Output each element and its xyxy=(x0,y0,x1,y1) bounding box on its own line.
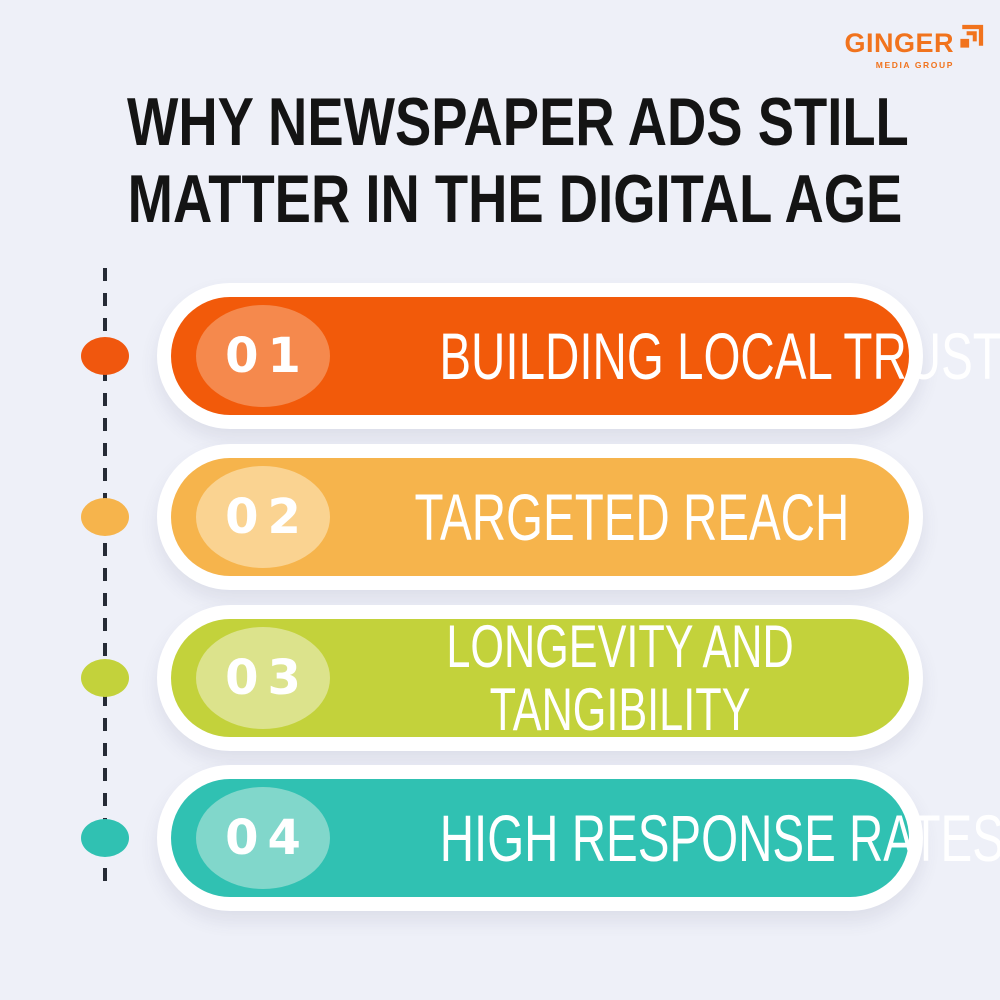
item-pill-1-body: 01 BUILDING LOCAL TRUST xyxy=(171,297,1000,415)
item-2-number-badge: 02 xyxy=(196,466,330,568)
item-1-label: BUILDING LOCAL TRUST xyxy=(439,319,1000,393)
item-2-label-area: TARGETED REACH xyxy=(330,484,934,550)
item-4-label-area: HIGH RESPONSE RATES xyxy=(330,805,1000,871)
item-4-number: 04 xyxy=(225,810,310,866)
item-pill-4-body: 04 HIGH RESPONSE RATES xyxy=(171,779,1000,897)
brand-name: GINGER xyxy=(844,28,954,58)
brand-logo: GINGER MEDIA GROUP xyxy=(844,24,986,70)
item-3-label-area: LONGEVITY AND TANGIBILITY xyxy=(330,615,909,741)
brand-tagline: MEDIA GROUP xyxy=(875,60,954,70)
item-3-number: 03 xyxy=(225,650,310,706)
item-pill-2-body: 02 TARGETED REACH xyxy=(171,458,909,576)
item-2-label: TARGETED REACH xyxy=(414,480,850,554)
item-1-number: 01 xyxy=(225,328,310,384)
page-title: WHY NEWSPAPER ADS STILL MATTER IN THE DI… xyxy=(30,84,1000,238)
item-3-label: LONGEVITY AND TANGIBILITY xyxy=(445,613,794,743)
timeline-dot-3 xyxy=(81,659,129,697)
timeline-dot-1 xyxy=(81,337,129,375)
timeline-dot-4 xyxy=(81,819,129,857)
item-4-number-badge: 04 xyxy=(196,787,330,889)
item-pill-2: 02 TARGETED REACH xyxy=(157,444,923,590)
brand-logo-text: GINGER MEDIA GROUP xyxy=(844,28,954,71)
item-pill-1: 01 BUILDING LOCAL TRUST xyxy=(157,283,1000,429)
item-pill-3-body: 03 LONGEVITY AND TANGIBILITY xyxy=(171,615,909,741)
timeline-dot-2 xyxy=(81,498,129,536)
item-2-number: 02 xyxy=(225,489,310,545)
timeline-dashed-line xyxy=(103,268,107,888)
page-title-line-1: WHY NEWSPAPER ADS STILL xyxy=(127,84,909,160)
item-pill-4: 04 HIGH RESPONSE RATES xyxy=(157,765,1000,911)
item-1-label-area: BUILDING LOCAL TRUST xyxy=(330,323,1000,389)
page-title-line-2: MATTER IN THE DIGITAL AGE xyxy=(127,161,903,237)
item-3-number-badge: 03 xyxy=(196,627,330,729)
item-pill-3: 03 LONGEVITY AND TANGIBILITY xyxy=(157,605,923,751)
item-1-number-badge: 01 xyxy=(196,305,330,407)
growth-steps-icon xyxy=(960,24,984,48)
item-4-label: HIGH RESPONSE RATES xyxy=(439,801,1000,875)
